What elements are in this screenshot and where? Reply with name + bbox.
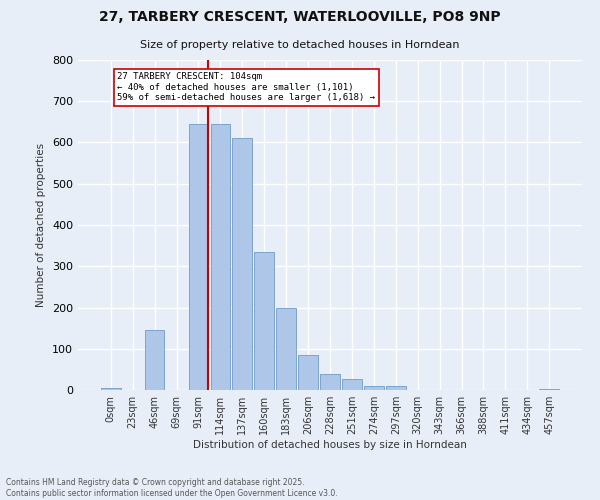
Bar [320, 374, 340, 390]
Bar [342, 379, 362, 390]
Bar [101, 388, 121, 390]
Text: Size of property relative to detached houses in Horndean: Size of property relative to detached ho… [140, 40, 460, 50]
Bar [298, 355, 318, 390]
Y-axis label: Number of detached properties: Number of detached properties [37, 143, 46, 307]
X-axis label: Distribution of detached houses by size in Horndean: Distribution of detached houses by size … [193, 440, 467, 450]
Bar [276, 308, 296, 390]
Text: Contains HM Land Registry data © Crown copyright and database right 2025.
Contai: Contains HM Land Registry data © Crown c… [6, 478, 338, 498]
Bar [145, 330, 164, 390]
Bar [254, 252, 274, 390]
Bar [188, 124, 208, 390]
Text: 27, TARBERY CRESCENT, WATERLOOVILLE, PO8 9NP: 27, TARBERY CRESCENT, WATERLOOVILLE, PO8… [99, 10, 501, 24]
Bar [539, 389, 559, 390]
Text: 27 TARBERY CRESCENT: 104sqm
← 40% of detached houses are smaller (1,101)
59% of : 27 TARBERY CRESCENT: 104sqm ← 40% of det… [118, 72, 376, 102]
Bar [211, 124, 230, 390]
Bar [364, 386, 384, 390]
Bar [386, 386, 406, 390]
Bar [232, 138, 252, 390]
